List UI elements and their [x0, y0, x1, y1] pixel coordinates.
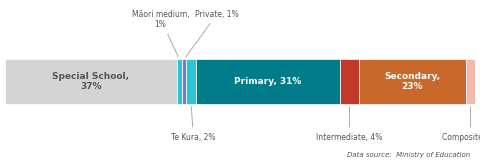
Text: Private, 1%: Private, 1% — [186, 10, 239, 57]
Bar — [182, 59, 186, 104]
Text: Data source:  Ministry of Education: Data source: Ministry of Education — [347, 152, 470, 158]
Bar — [466, 59, 475, 104]
Text: Te Kura, 2%: Te Kura, 2% — [171, 107, 216, 142]
Bar — [5, 59, 177, 104]
Text: Primary, 31%: Primary, 31% — [234, 77, 301, 86]
Text: Secondary,
23%: Secondary, 23% — [384, 72, 440, 91]
Bar — [340, 59, 359, 104]
Text: Composite, 2%: Composite, 2% — [442, 107, 480, 142]
Text: Māori medium,
1%: Māori medium, 1% — [132, 10, 190, 57]
Bar — [359, 59, 466, 104]
Text: Intermediate, 4%: Intermediate, 4% — [316, 107, 383, 142]
Bar — [196, 59, 340, 104]
Bar — [177, 59, 182, 104]
Bar — [186, 59, 196, 104]
Text: Special School,
37%: Special School, 37% — [52, 72, 130, 91]
